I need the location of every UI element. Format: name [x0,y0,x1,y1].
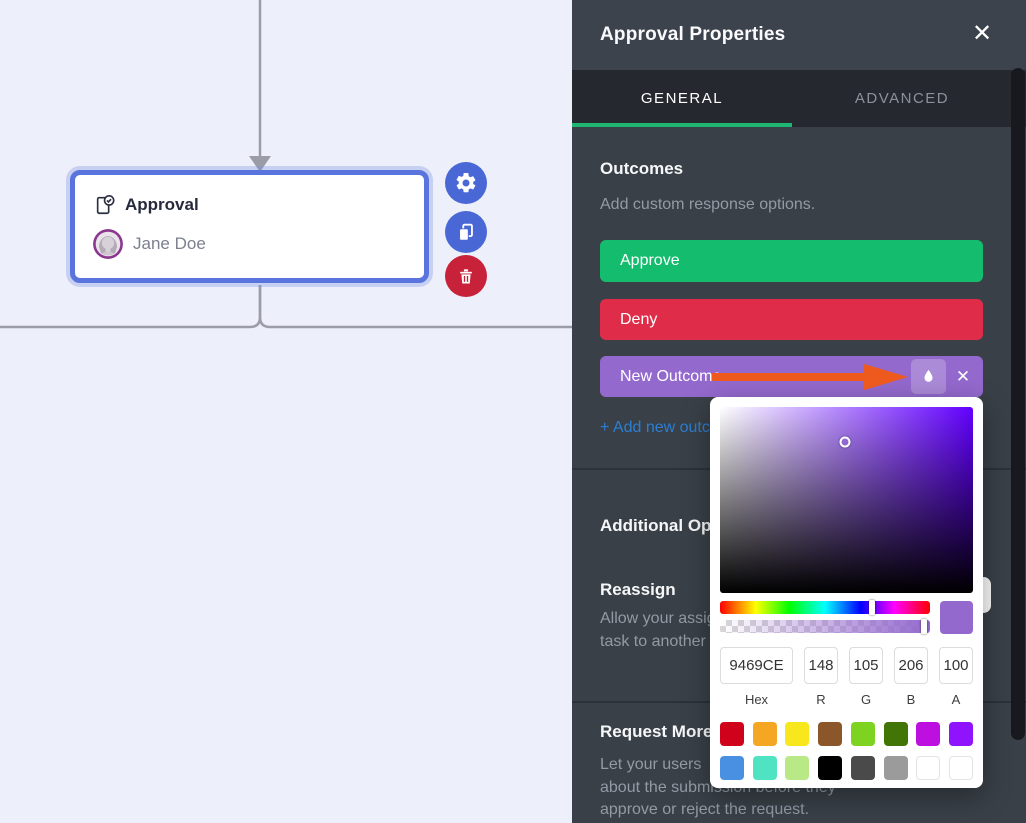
hue-slider-handle[interactable] [869,600,876,615]
outcome-deny-button[interactable]: Deny [600,299,983,340]
active-tab-underline [572,123,792,127]
connector-arrowhead [249,156,271,172]
droplet-icon [924,369,933,382]
saturation-area[interactable] [720,407,973,593]
color-picker-popup: Hex R G B A [710,397,983,788]
reassign-heading: Reassign [600,580,676,599]
color-swatch[interactable] [720,722,744,746]
color-swatch[interactable] [883,722,908,746]
node-duplicate-button[interactable] [445,211,487,253]
color-swatch[interactable] [720,756,744,780]
red-input[interactable] [804,647,838,684]
color-swatch[interactable] [850,722,875,746]
blue-input[interactable] [894,647,928,684]
color-swatch[interactable] [785,722,810,746]
outcomes-heading: Outcomes [600,159,684,178]
color-swatch[interactable] [916,722,941,746]
tab-general[interactable]: GENERAL [640,90,724,107]
color-swatch[interactable] [752,756,777,780]
color-preview-swatch [940,601,973,634]
add-new-outcome-link[interactable]: + Add new outcome [600,419,741,436]
workflow-canvas[interactable]: Approval Jane Doe [0,0,572,823]
color-swatch[interactable] [948,722,973,746]
preset-swatches [720,722,973,780]
gear-icon [456,172,476,193]
close-panel-button[interactable]: ✕ [962,14,1002,54]
color-swatch[interactable] [883,756,908,780]
alpha-label: A [951,692,961,707]
hex-input[interactable] [720,647,793,684]
color-swatch[interactable] [752,722,777,746]
outcomes-subheading: Add custom response options. [600,196,816,213]
hex-label: Hex [744,692,769,707]
approval-task-icon [96,195,115,215]
outcome-color-button[interactable] [911,359,946,394]
panel-title: Approval Properties [600,24,786,45]
alpha-slider-handle[interactable] [920,619,927,634]
blue-label: B [906,692,916,707]
approval-node[interactable]: Approval Jane Doe [70,170,429,283]
panel-header: Approval Properties ✕ [572,0,1026,70]
tab-advanced[interactable]: ADVANCED [854,90,950,107]
color-swatch[interactable] [818,756,843,780]
color-swatch[interactable] [850,756,875,780]
node-delete-button[interactable] [445,255,487,297]
green-label: G [860,692,872,707]
outcome-remove-button[interactable]: ✕ [949,356,977,397]
alpha-input[interactable] [939,647,973,684]
color-swatch[interactable] [785,756,810,780]
color-swatch[interactable] [818,722,843,746]
color-swatch[interactable] [916,756,941,780]
saturation-pointer[interactable] [839,436,851,448]
outcome-new-label: New Outcome [620,368,722,385]
color-swatch[interactable] [948,756,973,780]
arrow-right-icon [712,364,908,390]
panel-scrollbar[interactable] [1011,68,1025,740]
outcome-approve-button[interactable]: Approve [600,240,983,282]
hue-slider[interactable] [720,600,930,615]
green-input[interactable] [849,647,883,684]
node-title: Approval [125,195,199,214]
assignee-name: Jane Doe [133,234,206,253]
node-settings-button[interactable] [445,162,487,204]
alpha-slider[interactable] [720,619,930,634]
red-label: R [816,692,826,707]
duplicate-icon [459,223,473,241]
assignee-avatar [93,229,123,259]
panel-tabs: GENERAL ADVANCED [572,70,1026,127]
workflow-connector-lines [0,0,572,329]
trash-icon [460,269,472,284]
